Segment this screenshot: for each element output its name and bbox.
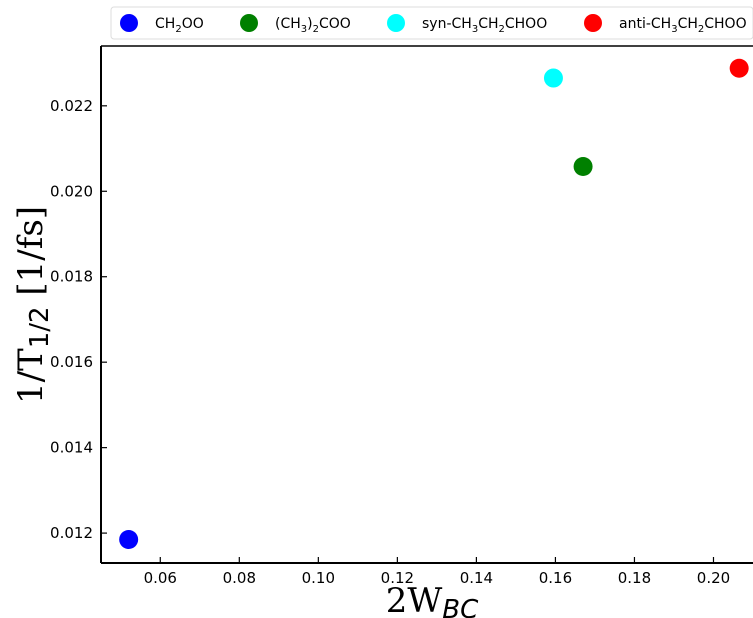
plot-area bbox=[100, 45, 753, 564]
legend-entry-label: syn-CH3CH2CHOO bbox=[422, 16, 547, 35]
legend-marker bbox=[120, 14, 138, 32]
x-tick-label: 0.18 bbox=[618, 569, 651, 587]
x-axis-label-subscript: BC bbox=[442, 595, 479, 618]
legend: CH2OO (CH3)2COO syn-CH3CH2CHOO anti-CH3CH2C… bbox=[110, 6, 753, 40]
data-point bbox=[543, 68, 563, 88]
data-point bbox=[119, 530, 139, 549]
legend-entry-label: CH2OO bbox=[155, 16, 204, 35]
data-point bbox=[573, 156, 593, 176]
y-tick-label: 0.022 bbox=[50, 97, 93, 115]
legend-marker bbox=[387, 14, 405, 32]
x-axis-label: 2WBC bbox=[386, 581, 479, 618]
x-axis-label-base: 2W bbox=[386, 581, 443, 618]
x-tick-label: 0.10 bbox=[302, 569, 335, 587]
x-tick-label: 0.06 bbox=[144, 569, 177, 587]
y-tick-label: 0.016 bbox=[50, 353, 93, 371]
y-axis-label-subscript: 1/2 bbox=[25, 306, 55, 348]
y-axis-label-base: 1/T bbox=[11, 348, 51, 404]
legend-marker bbox=[240, 14, 258, 32]
legend-entry-label: (CH3)2COO bbox=[275, 16, 351, 35]
x-tick-label: 0.12 bbox=[381, 569, 414, 587]
legend-marker bbox=[584, 14, 602, 32]
y-tick-label: 0.018 bbox=[50, 268, 93, 286]
x-tick-label: 0.08 bbox=[223, 569, 256, 587]
y-axis-ticks: 0.012 0.014 0.016 0.018 0.020 0.022 bbox=[50, 97, 107, 542]
y-tick-label: 0.020 bbox=[50, 182, 93, 200]
x-tick-label: 0.14 bbox=[460, 569, 493, 587]
legend-entry-label: anti-CH3CH2CHOO bbox=[619, 16, 747, 35]
x-tick-label: 0.16 bbox=[539, 569, 572, 587]
x-axis-ticks: 0.06 0.08 0.10 0.12 0.14 0.16 0.18 0.20 bbox=[144, 557, 730, 587]
y-tick-label: 0.012 bbox=[50, 524, 93, 542]
y-tick-label: 0.014 bbox=[50, 439, 93, 457]
data-point bbox=[729, 58, 749, 78]
y-axis-label-suffix: [1/fs] bbox=[11, 206, 51, 306]
x-tick-label: 0.20 bbox=[697, 569, 730, 587]
y-axis-label: 1/T1/2 [1/fs] bbox=[11, 206, 55, 404]
